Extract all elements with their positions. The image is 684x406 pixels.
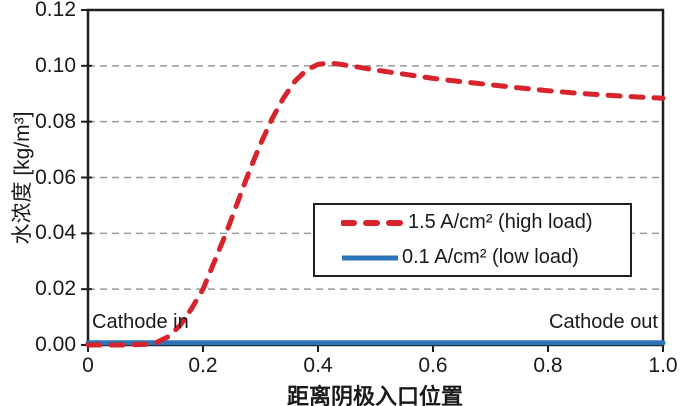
x-axis-title: 距离阴极入口位置: [286, 384, 464, 406]
y-tick-label: 0.06: [35, 165, 76, 189]
legend-row-low-load: 0.1 A/cm² (low load): [315, 240, 630, 275]
x-tick-label: 0.8: [533, 354, 563, 377]
y-tick-label: 0.02: [35, 277, 76, 301]
x-tick-label: 0.2: [188, 354, 218, 377]
x-tick-label: 0: [82, 354, 94, 377]
legend-label-high-load: 1.5 A/cm² (high load): [408, 211, 593, 233]
legend-label-low-load: 0.1 A/cm² (low load): [402, 246, 579, 268]
y-tick-label: 0.00: [35, 333, 76, 356]
y-tick-label: 0.12: [35, 0, 76, 21]
x-tick-label: 0.6: [418, 354, 448, 377]
low-load-solid-line-sample: [342, 255, 398, 260]
series-line-high-load: [85, 60, 666, 348]
y-tick-label: 0.08: [35, 109, 76, 133]
y-tick-label: 0.04: [35, 221, 76, 245]
legend: 1.5 A/cm² (high load) 0.1 A/cm² (low loa…: [313, 203, 632, 277]
annotation-cathode-out: Cathode out: [549, 311, 658, 333]
x-tick-label: 1.0: [648, 354, 678, 377]
legend-row-high-load: 1.5 A/cm² (high load): [315, 205, 630, 240]
x-tick-label: 0.4: [303, 354, 333, 377]
high-load-dashed-line-sample: [341, 219, 405, 226]
annotation-cathode-in: Cathode in: [92, 311, 189, 333]
y-tick-label: 0.10: [35, 53, 76, 77]
